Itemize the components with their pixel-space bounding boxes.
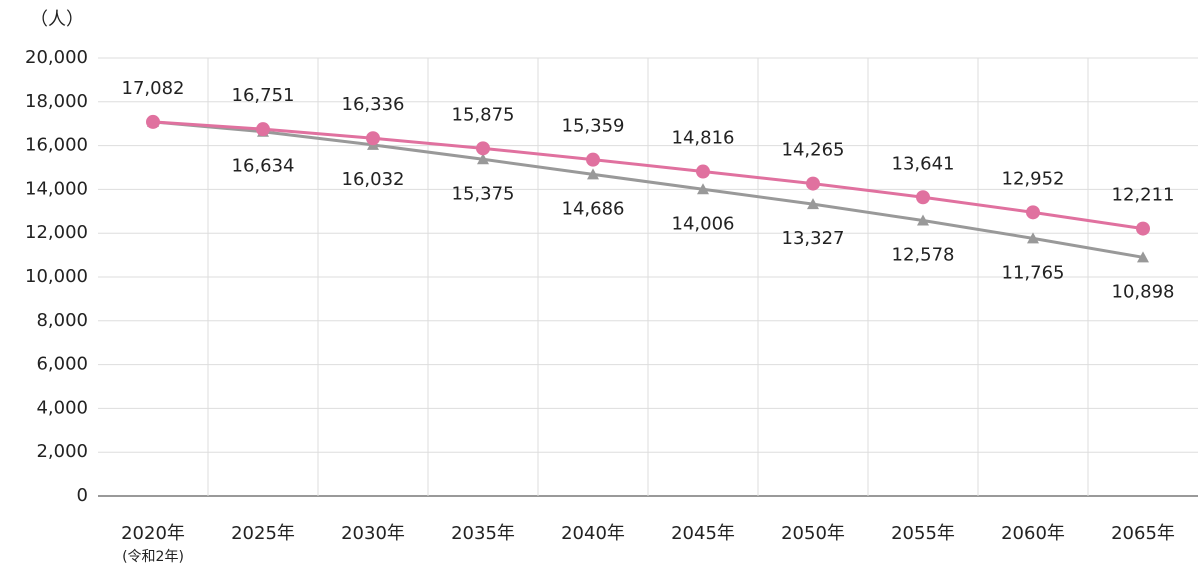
data-label: 16,751: [232, 85, 295, 106]
marker: [476, 141, 490, 156]
x-tick-label: 2040年: [561, 523, 625, 544]
data-label: 12,578: [892, 245, 955, 266]
y-tick-label: 8,000: [36, 310, 88, 331]
data-label: 14,686: [562, 198, 625, 219]
data-label: 12,211: [1112, 185, 1175, 206]
x-tick-label: 2050年: [781, 523, 845, 544]
x-tick-label: 2055年: [891, 523, 955, 544]
marker: [1027, 232, 1039, 244]
marker: [1137, 251, 1149, 263]
data-label: 15,375: [452, 183, 515, 204]
y-tick-label: 0: [77, 485, 88, 506]
marker: [366, 131, 380, 146]
x-tick-label: 2025年: [231, 523, 295, 544]
marker: [587, 168, 599, 180]
marker: [696, 164, 710, 179]
x-tick-label: 2045年: [671, 523, 735, 544]
marker: [917, 214, 929, 226]
data-label: 15,875: [452, 104, 515, 125]
marker: [916, 190, 930, 205]
marker: [807, 198, 819, 210]
x-tick-label: 2060年: [1001, 523, 1065, 544]
y-tick-label: 12,000: [25, 222, 88, 243]
y-tick-label: 2,000: [36, 441, 88, 462]
series-line: [152, 120, 1144, 259]
y-tick-label: 4,000: [36, 397, 88, 418]
data-label: 15,359: [562, 116, 625, 137]
y-tick-label: 6,000: [36, 354, 88, 375]
data-label: 14,816: [672, 128, 735, 149]
data-label: 12,952: [1002, 168, 1065, 189]
y-tick-label: 20,000: [25, 47, 88, 68]
y-axis-label: （人）: [30, 9, 84, 30]
marker: [146, 114, 160, 129]
marker: [256, 122, 270, 137]
marker: [806, 176, 820, 191]
data-label: 16,634: [232, 156, 295, 177]
y-tick-label: 10,000: [25, 266, 88, 287]
x-tick-note: (令和2年): [122, 549, 184, 565]
y-tick-label: 14,000: [25, 178, 88, 199]
data-label: 17,082: [122, 78, 185, 99]
data-label: 16,032: [342, 169, 405, 190]
data-label: 14,265: [782, 140, 845, 161]
marker: [1026, 205, 1040, 220]
marker: [586, 152, 600, 167]
y-tick-label: 16,000: [25, 135, 88, 156]
data-label: 13,327: [782, 228, 845, 249]
data-label: 13,641: [892, 153, 955, 174]
series-line: [152, 120, 1144, 231]
marker: [477, 153, 489, 165]
x-tick-label: 2065年: [1111, 523, 1175, 544]
x-tick-label: 2035年: [451, 523, 515, 544]
x-tick-label: 2020年: [121, 523, 185, 544]
data-label: 11,765: [1002, 262, 1065, 283]
y-tick-label: 18,000: [25, 91, 88, 112]
data-label: 10,898: [1112, 281, 1175, 302]
marker: [697, 183, 709, 195]
data-label: 14,006: [672, 213, 735, 234]
marker: [1136, 221, 1150, 236]
data-label: 16,336: [342, 94, 405, 115]
x-tick-label: 2030年: [341, 523, 405, 544]
